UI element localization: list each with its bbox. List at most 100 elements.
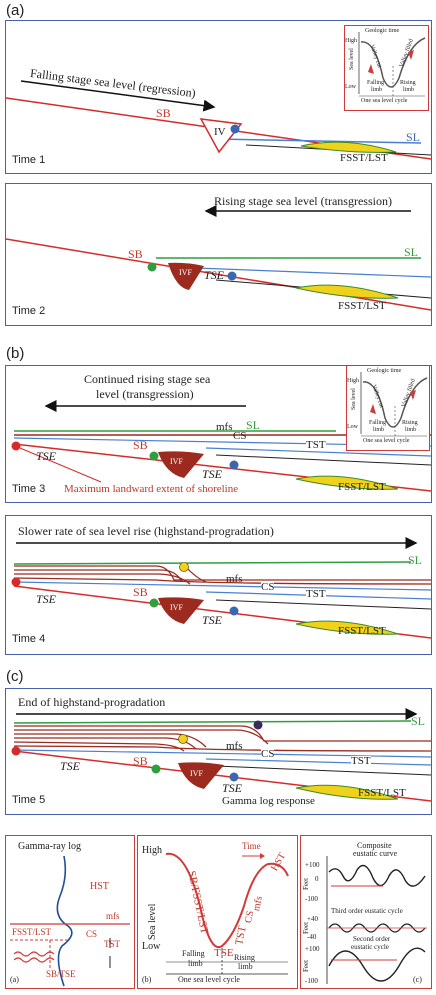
label-fsst: FSST/LST [340,152,388,164]
regression-arrow [20,80,216,112]
shoreline-dot [230,124,240,134]
time-label: Time 1 [12,154,46,166]
shoreline-pointer [19,447,102,483]
inset-high: High [345,38,357,44]
blue-dot [229,772,239,782]
panel-time-4: Slower rate of sea level rise (highstand… [5,515,432,655]
clinoform-2 [14,729,269,745]
label-tst: TST [306,439,326,451]
sea-level-cycle-inset: Geologic time High Low Sea level Valley … [346,366,430,451]
label-ivf: IVF [190,769,203,778]
time-label: Time 3 [12,483,46,495]
wavy-unconformity-2 [13,957,55,963]
section-label-b: (b) [6,345,25,362]
label-cs: CS [261,748,275,760]
tst-line-2 [215,765,431,776]
tst-line-2 [215,599,431,610]
label-cs: CS [233,430,247,442]
label-sl: SL [411,714,426,728]
shoreline-label: Maximum landward extent of shoreline [64,483,239,495]
incised-valley-fill [158,451,204,478]
gamma-ray-log-drawing [10,855,130,987]
label-fsst: FSST/LST [338,300,386,312]
transgression-label-1: Continued rising stage sea [84,372,211,386]
sea-level-line [13,720,412,724]
label-sbtse: SB/TSE [46,969,76,979]
label-sb: SB [133,585,148,599]
panel-time-1: SB IV Falling stage sea level (regressio… [5,20,432,174]
sea-level-line [215,138,422,144]
inset-rising: Rising [400,80,416,86]
label-hst: HST [90,881,109,892]
composite-curve [328,864,426,887]
yellow-dot [178,734,188,744]
progradation-label: End of highstand-progradation [18,695,166,709]
clinoform-5 [13,741,185,752]
clinoform-2 [14,569,183,583]
fsst-wedge [300,141,397,153]
green-dot [149,451,159,461]
wavy-unconformity [13,951,55,957]
panel-time-4-drawing [11,537,431,639]
inset-low: Low [347,424,358,430]
inset-cycle: One sea level cycle [363,438,410,444]
label-high: High [142,845,162,856]
label-cs: CS [261,581,275,593]
green-dot [147,262,157,272]
blue-dot [229,460,239,470]
tst-line-2 [215,454,431,466]
red-dot [11,577,21,587]
green-dot [151,764,161,774]
tst-line-1 [205,447,431,457]
label-second-order-2: eustatic cycle [351,943,389,951]
cs-line [13,749,431,758]
label-cs: CS [86,929,98,939]
panel-tag-b: (b) [142,975,152,984]
label-tse-right: TSE [202,613,223,627]
blue-dot [227,271,237,281]
sea-level-line [13,561,412,565]
inset-sea-level: Sea level [351,388,357,410]
tick-m40: -40 [307,933,317,941]
inset-falling: Falling [367,80,385,86]
label-mfs: mfs [226,573,243,585]
panel-tag-a: (a) [10,975,19,984]
label-mfs: mfs [106,911,120,921]
transgression-label-2: level (transgression) [96,387,194,401]
time-label: Time 4 [12,633,46,645]
panel-time-2: Rising stage sea level (transgression) S… [5,183,432,326]
fsst-wedge [295,284,399,299]
tick-m100-top: -100 [305,895,318,903]
label-mfs: mfs [216,421,233,433]
progradation-label: Slower rate of sea level rise (highstand… [18,524,274,538]
label-rising: Rising [234,953,255,962]
gamma-curve [56,855,73,987]
label-low: Low [142,941,161,952]
clinoform-3 [14,733,207,748]
transgression-label: Rising stage sea level (transgression) [214,194,392,208]
time-label: Time 5 [12,794,46,806]
second-order-curve [328,947,426,982]
label-ivf: IVF [179,268,192,277]
blue-line [195,267,431,278]
label-tse-left: TSE [60,759,81,773]
feet-label-top: Feet [302,877,310,890]
label-sb: SB [128,247,143,261]
eustatic-curves-panel: Composite eustatic curve Third order eus… [300,835,432,989]
label-second-order-1: Second order [353,935,391,943]
incised-valley-fill [168,262,204,290]
panel-time-2-drawing [6,205,431,311]
tst-line-1 [205,758,431,766]
label-falling-limb: limb [188,959,203,968]
yellow-dot [179,562,189,572]
label-ivf: IVF [170,457,183,466]
inset-falling-limb: limb [371,87,383,93]
label-falling: Falling [182,949,205,958]
panel-time-3: Continued rising stage sea level (transg… [5,365,432,503]
inset-curve [358,32,426,97]
label-tst: TST [104,939,121,949]
inset-cycle: One sea level cycle [361,98,408,104]
mfs-line [13,577,431,585]
label-sl: SL [408,553,423,567]
incised-valley-fill [178,762,224,789]
